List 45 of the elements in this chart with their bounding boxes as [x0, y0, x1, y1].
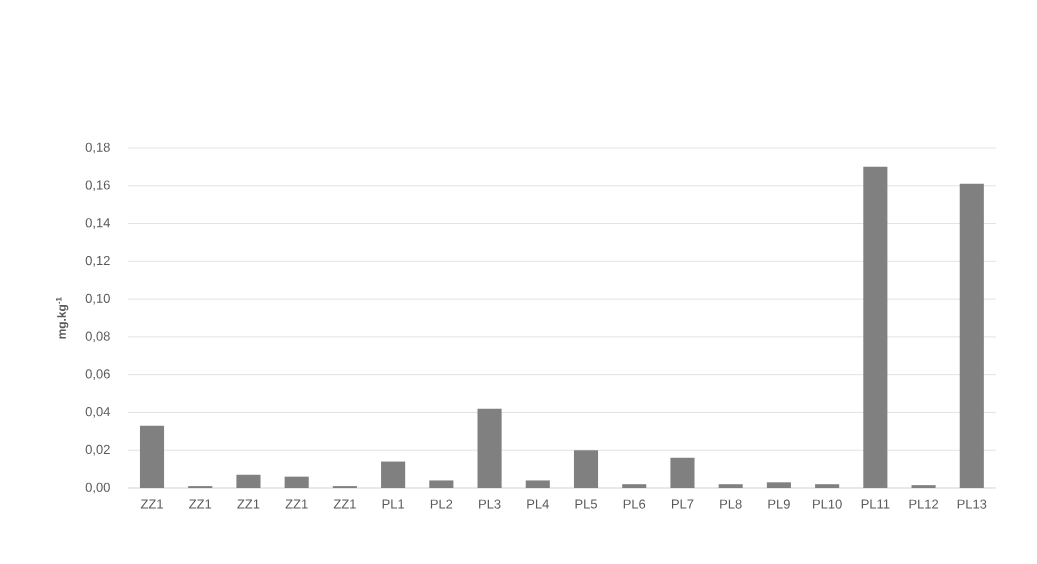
x-tick-label: PL10 [813, 499, 842, 509]
bar [766, 482, 791, 488]
y-tick-label: 0,14 [85, 218, 110, 229]
x-tick-label: ZZ1 [189, 499, 212, 509]
bar [284, 476, 309, 488]
y-tick-label: 0,06 [85, 369, 110, 380]
y-tick-label: 0,02 [85, 444, 110, 456]
x-tick-label: ZZ1 [237, 499, 260, 509]
y-axis-title: mg.kg$^{-1}$ [55, 297, 69, 339]
bar [429, 480, 454, 488]
y-tick-label: 0,12 [85, 255, 110, 267]
x-tick-label: PL12 [909, 499, 939, 509]
y-tick-label: 0,16 [85, 180, 110, 192]
x-tick-label: ZZ1 [140, 499, 163, 509]
bar [381, 461, 406, 488]
x-tick-label: PL8 [720, 499, 742, 509]
x-tick-label: PL2 [430, 499, 453, 509]
y-tick-label: 0,04 [85, 407, 110, 418]
x-tick-label: PL9 [768, 499, 790, 509]
bar [718, 484, 743, 488]
bar [139, 425, 165, 488]
bar [477, 408, 502, 488]
bar [911, 485, 936, 488]
x-tick-label: PL13 [957, 499, 987, 509]
bar [670, 457, 695, 488]
x-tick-label: PL11 [861, 499, 890, 509]
bar [959, 183, 984, 488]
bar [863, 166, 888, 488]
x-tick-label: PL4 [527, 499, 549, 509]
x-tick-label: ZZ1 [285, 499, 308, 509]
x-tick-label: PL5 [575, 499, 597, 509]
y-tick-label: 0,00 [85, 482, 110, 494]
y-tick-label: 0,10 [85, 293, 110, 305]
bar [525, 480, 550, 488]
bar [622, 484, 647, 488]
x-tick-label: PL6 [623, 499, 646, 509]
y-tick-label: 0,08 [85, 331, 110, 343]
bar [236, 474, 261, 488]
x-tick-label: ZZ1 [333, 499, 356, 509]
bar [815, 484, 840, 488]
x-tick-label: PL1 [382, 499, 405, 509]
y-tick-label: 0,18 [85, 142, 110, 154]
bar [573, 450, 599, 488]
x-tick-label: PL3 [479, 499, 501, 509]
x-tick-label: PL7 [672, 499, 694, 509]
